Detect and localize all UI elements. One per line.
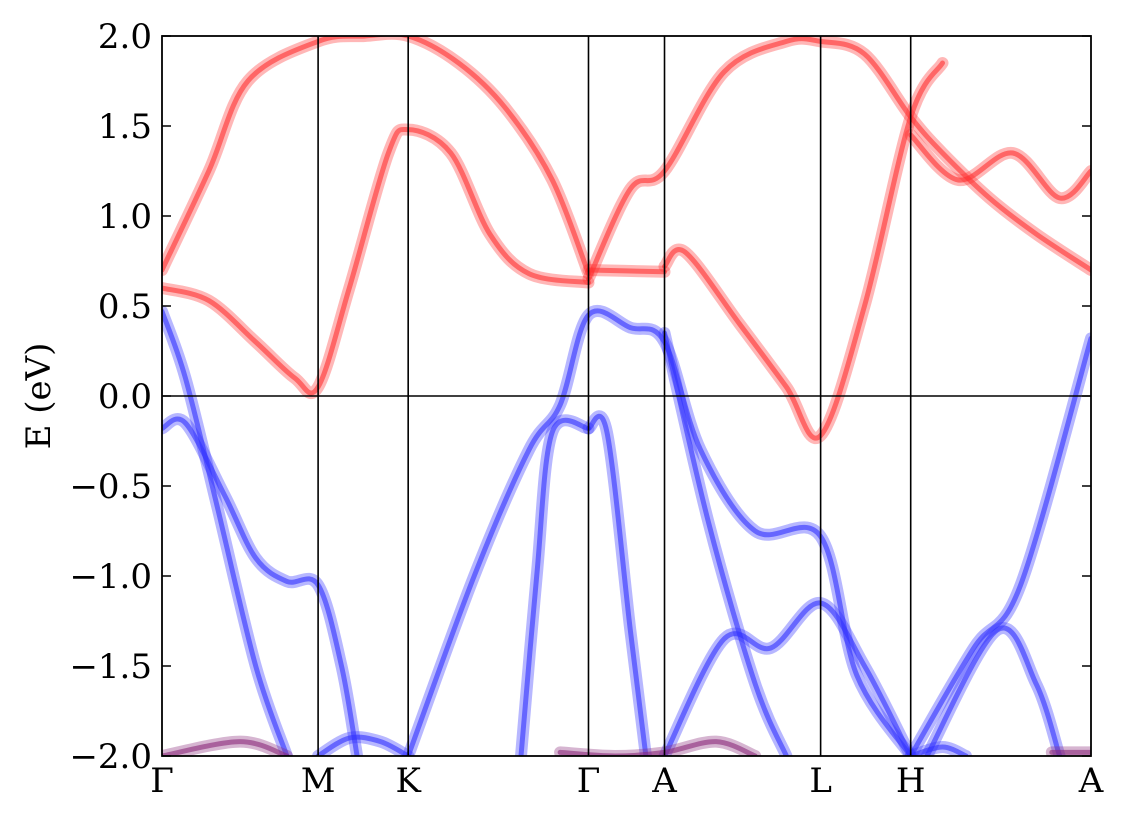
k-label-5: L [809,761,832,801]
band-conduction-0-halo [162,123,595,399]
k-label-2: K [395,761,421,801]
y-tick-label-7: −1.5 [69,647,152,687]
band-valence-7-halo [162,413,364,756]
band-conduction-0 [162,127,591,396]
band-valence-12-halo [904,332,1091,756]
band-valence-8-halo [402,304,917,756]
band-valence-12 [908,335,1091,756]
band-valence-6 [162,308,290,756]
band-valence-9-halo [515,414,595,756]
band-conduction-4-halo [658,57,949,445]
band-valence-16 [908,744,969,756]
band-conduction-1 [162,36,591,277]
y-tick-label-3: 0.5 [98,287,152,327]
k-label-7: A [1078,761,1104,801]
k-label-3: Γ [577,761,601,801]
y-axis-label: E (eV) [19,343,59,450]
y-tick-label-4: 0.0 [98,377,152,417]
band-conduction-2 [586,267,667,275]
tick-layer: 2.01.51.00.50.0−0.5−1.0−1.5−2.0Γ M K Γ A L H A [69,17,1103,801]
band-series-layer [162,36,1091,756]
k-label-4: A [651,761,677,801]
band-valence-8 [405,308,914,756]
band-conduction-3 [586,36,1091,282]
band-valence-15 [315,734,411,756]
band-valence-9 [518,417,591,756]
y-tick-label-0: 2.0 [98,17,152,57]
k-label-1: M [301,761,336,801]
band-conduction-4 [662,60,945,441]
y-tick-label-5: −0.5 [69,467,152,507]
band-conduction-1-halo [162,36,595,280]
band-valence-13 [662,330,789,756]
band-valence-7 [162,416,360,756]
band-valence-14 [924,625,1063,756]
band-valence-10 [586,413,649,756]
band-valence-11 [662,600,914,756]
band-mixed-17 [162,739,290,756]
y-tick-label-2: 1.0 [98,197,152,237]
y-tick-label-1: 1.5 [98,107,152,147]
k-label-0: Γ [150,761,174,801]
k-label-6: H [896,761,926,801]
y-tick-label-6: −1.0 [69,557,152,597]
band-conduction-5 [908,132,1091,201]
y-tick-label-8: −2.0 [69,737,152,777]
